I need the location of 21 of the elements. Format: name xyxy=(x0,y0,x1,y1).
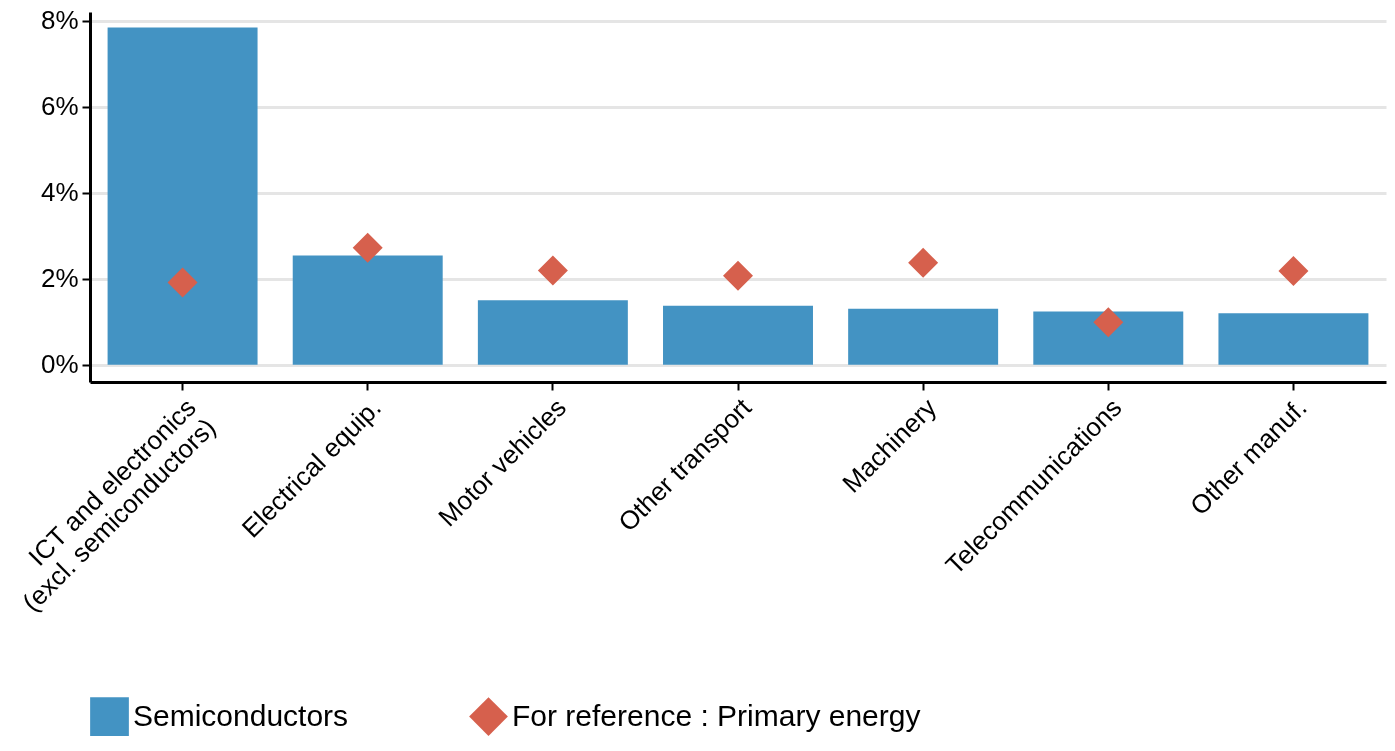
bar xyxy=(477,300,628,365)
y-tick-label: 0% xyxy=(40,349,79,380)
point xyxy=(723,260,753,291)
bar xyxy=(663,305,813,365)
legend-label: For reference : Primary energy xyxy=(512,698,921,732)
bar xyxy=(107,27,258,365)
bar xyxy=(848,308,999,365)
y-tick-label: 8% xyxy=(40,5,79,36)
y-tick-label: 6% xyxy=(40,91,79,122)
point xyxy=(167,267,198,298)
point xyxy=(1093,307,1124,338)
bar xyxy=(292,255,443,365)
y-tick-label: 2% xyxy=(40,263,79,294)
point xyxy=(908,247,939,278)
point xyxy=(537,255,568,286)
bar xyxy=(1033,311,1184,365)
y-tick-label: 4% xyxy=(40,177,79,208)
legend-label: Semiconductors xyxy=(133,698,349,732)
point xyxy=(1278,256,1309,286)
bar xyxy=(1218,313,1369,365)
point xyxy=(352,232,383,263)
